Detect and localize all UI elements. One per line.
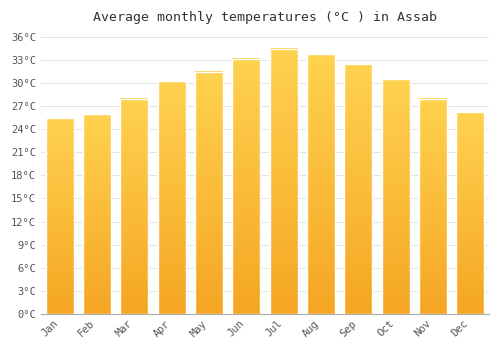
Bar	[46, 118, 74, 314]
Bar	[344, 64, 372, 314]
Bar	[195, 72, 223, 314]
Bar	[307, 54, 335, 314]
Bar	[83, 114, 111, 314]
Bar	[232, 59, 260, 314]
Bar	[456, 112, 484, 314]
Title: Average monthly temperatures (°C ) in Assab: Average monthly temperatures (°C ) in As…	[93, 11, 437, 24]
Bar	[120, 99, 148, 314]
Bar	[270, 49, 297, 314]
Bar	[382, 79, 409, 314]
Bar	[419, 99, 447, 314]
Bar	[158, 81, 186, 314]
